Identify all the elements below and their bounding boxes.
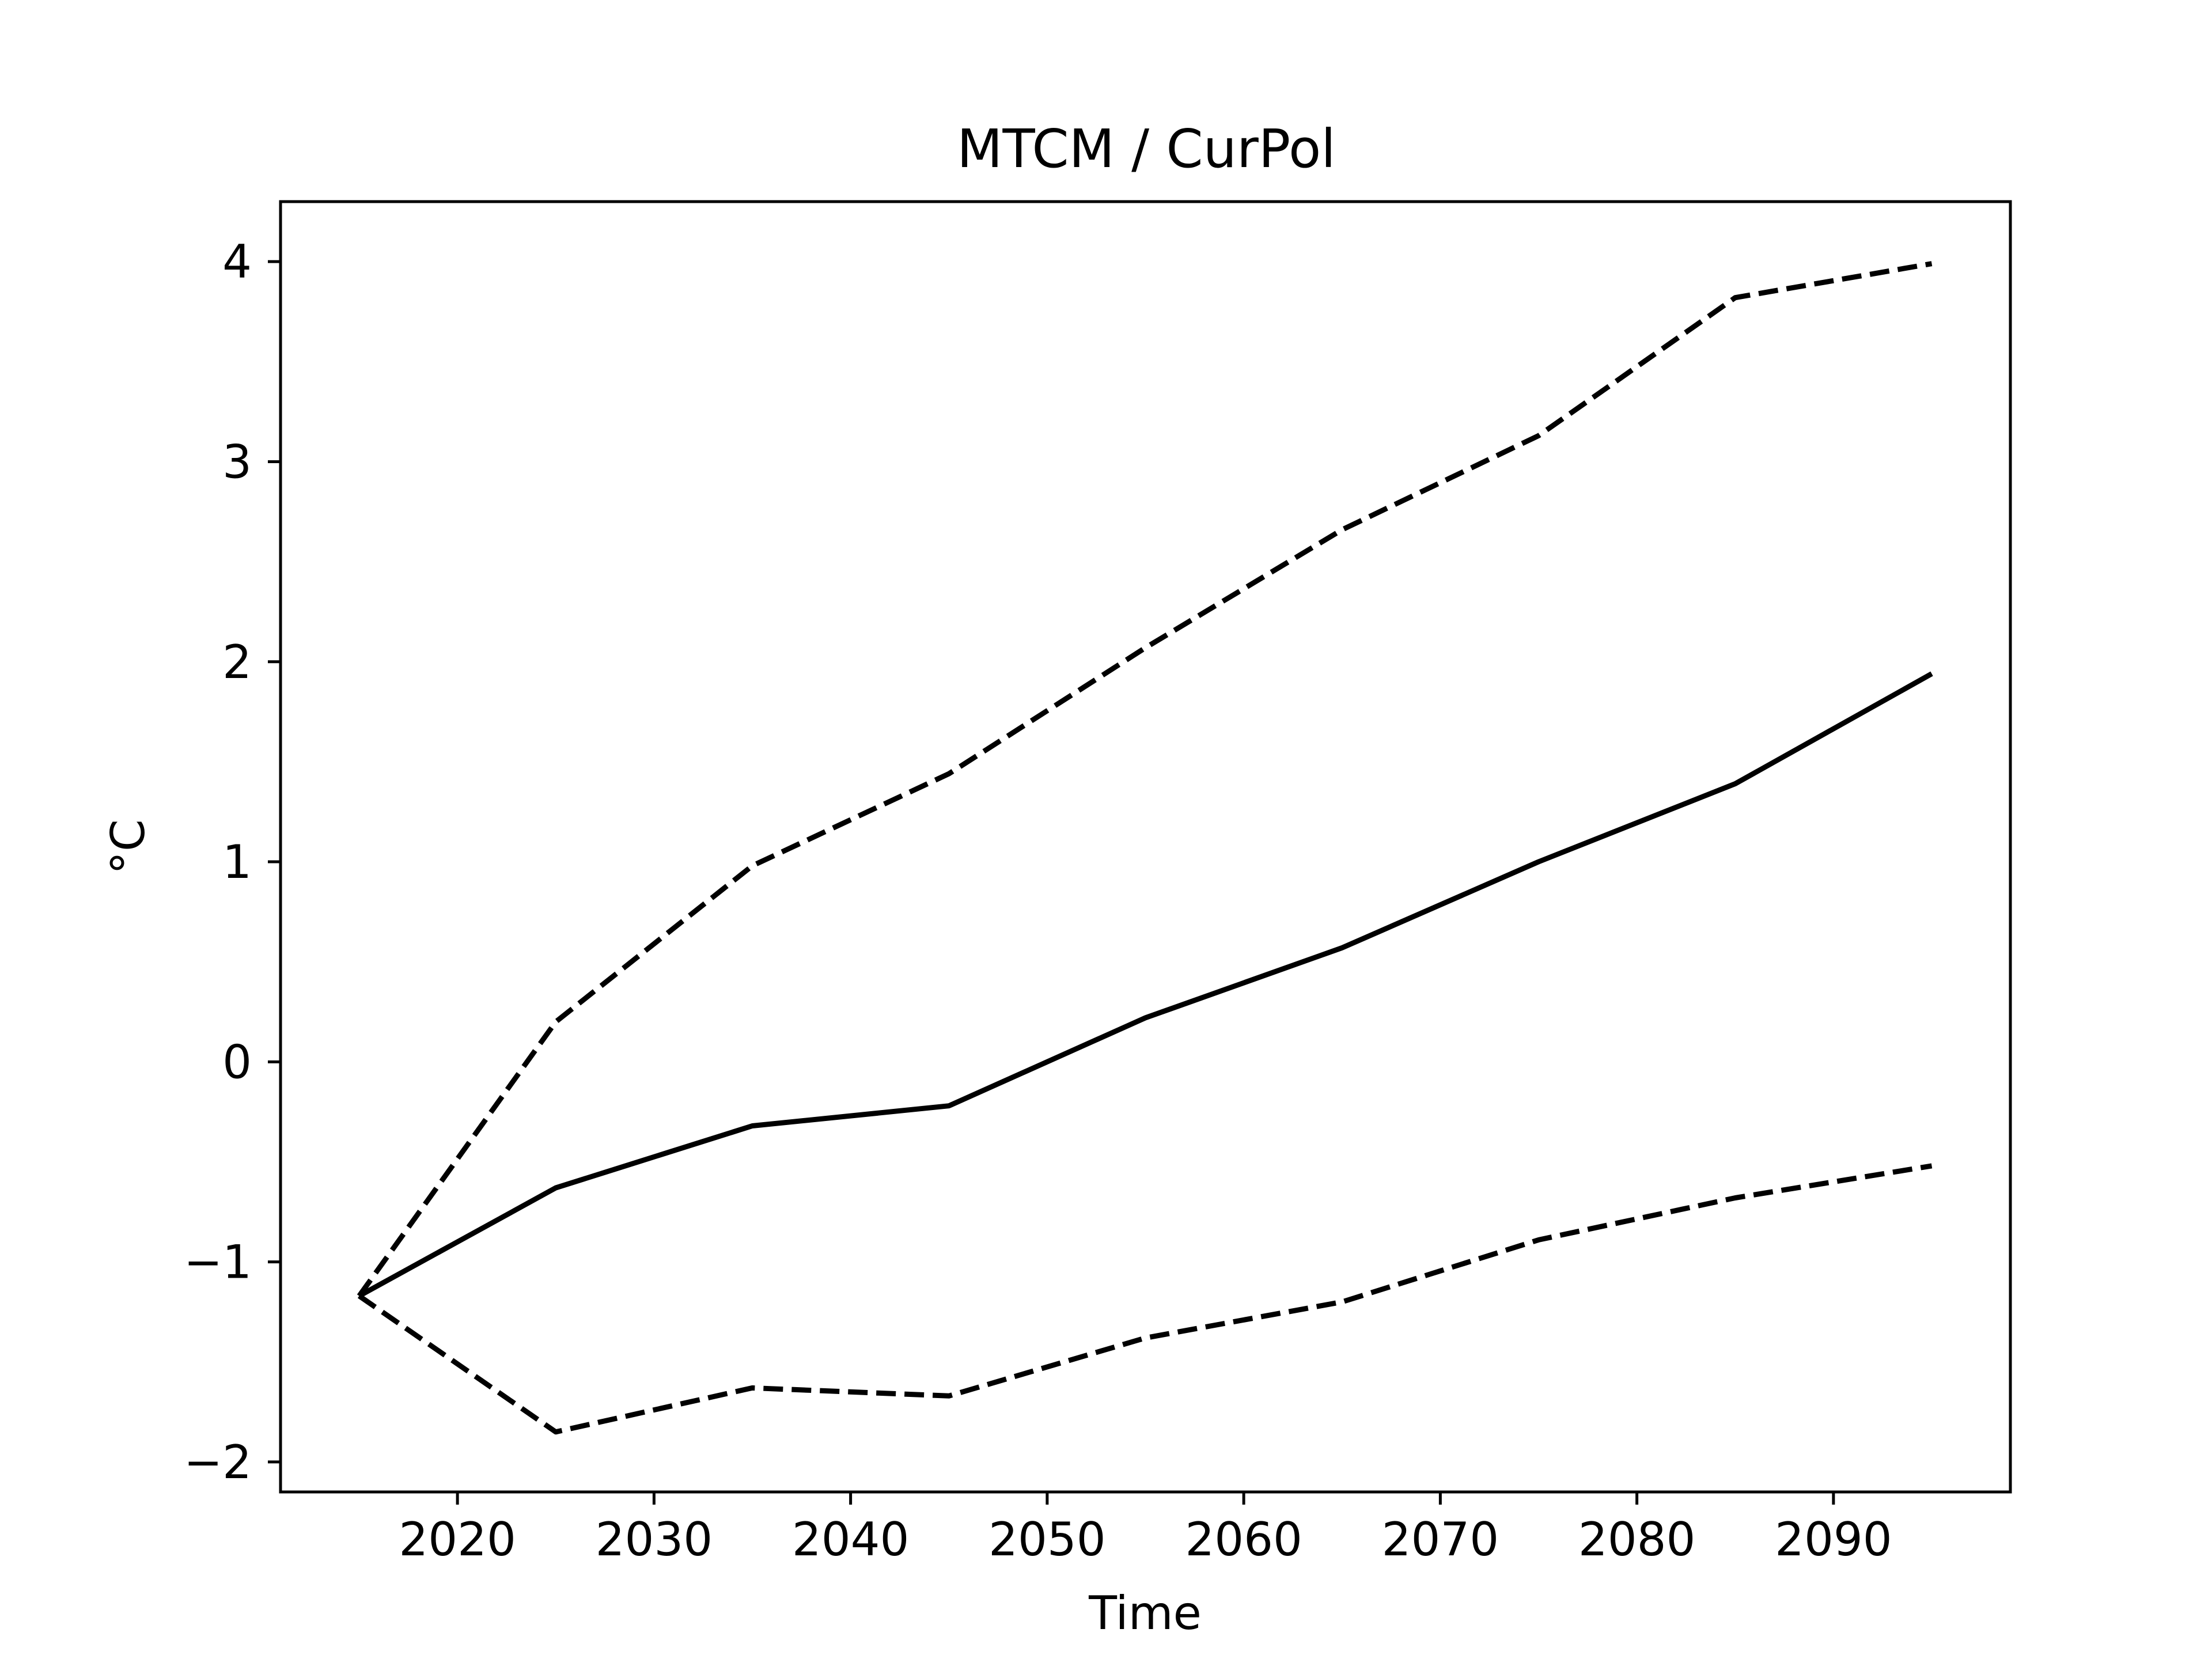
x-tick-label: 2020 bbox=[399, 1513, 516, 1566]
x-tick-label: 2050 bbox=[988, 1513, 1106, 1566]
y-axis-ticks: −2 −1 0 1 2 3 4 bbox=[184, 235, 281, 1489]
series-line-3 bbox=[357, 1163, 1933, 1435]
series-layer bbox=[357, 261, 1933, 1435]
y-tick-label: 4 bbox=[222, 235, 252, 289]
y-tick-label: 2 bbox=[222, 635, 252, 689]
plot-frame bbox=[279, 200, 2012, 1494]
x-tick-label: 2080 bbox=[1578, 1513, 1696, 1566]
y-tick-label: −2 bbox=[184, 1435, 252, 1489]
x-tick-label: 2070 bbox=[1382, 1513, 1499, 1566]
chart-title: MTCM / CurPol bbox=[957, 118, 1336, 180]
y-axis-label: °C bbox=[101, 819, 155, 874]
series-line-2 bbox=[357, 261, 1933, 1298]
y-tick-label: 3 bbox=[222, 435, 252, 488]
x-axis-ticks: 2020 2030 2040 2050 2060 2070 2080 2090 bbox=[399, 1492, 1892, 1566]
x-tick-label: 2030 bbox=[596, 1513, 713, 1566]
x-tick-label: 2040 bbox=[792, 1513, 910, 1566]
x-axis-label: Time bbox=[1088, 1586, 1202, 1640]
x-tick-label: 2090 bbox=[1775, 1513, 1892, 1566]
y-tick-label: 0 bbox=[222, 1035, 252, 1089]
series-line-1 bbox=[358, 671, 1933, 1298]
y-tick-label: 1 bbox=[222, 835, 252, 889]
y-tick-label: −1 bbox=[184, 1236, 252, 1289]
x-tick-label: 2060 bbox=[1185, 1513, 1302, 1566]
